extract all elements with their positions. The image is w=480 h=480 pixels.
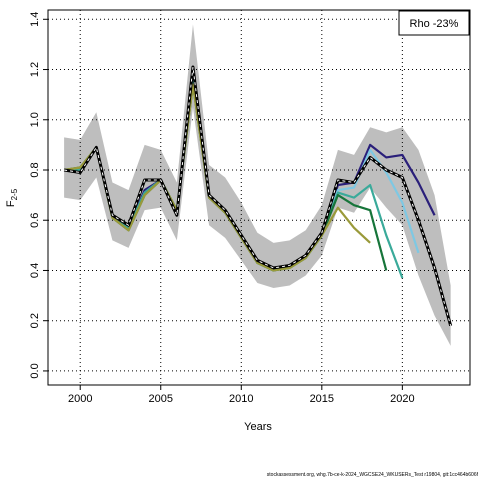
- y-tick-label: 0.4: [29, 263, 41, 278]
- annotation-box: [398, 10, 470, 36]
- y-tick-label: 0.2: [29, 313, 41, 328]
- y-axis-label: F2-5: [5, 188, 19, 207]
- x-tick-label: 2005: [149, 393, 173, 405]
- y-axis-label-main: F: [5, 200, 17, 207]
- x-tick-label: 2015: [310, 393, 334, 405]
- y-tick-label: 1.4: [29, 12, 41, 27]
- y-tick-label: 1.2: [29, 62, 41, 77]
- y-tick-label: 0.0: [29, 363, 41, 378]
- plot-frame: [47, 9, 471, 386]
- y-axis-label-sub: 2-5: [10, 188, 19, 200]
- x-tick-label: 2000: [68, 393, 92, 405]
- x-axis-label: Years: [244, 421, 272, 433]
- footer: stockassessment.org, whg.7b-ce-k-2024_WG…: [267, 472, 479, 478]
- y-tick-label: 1.0: [29, 112, 41, 127]
- y-tick-label: 0.8: [29, 162, 41, 177]
- annotation: Rho -23%: [410, 18, 459, 30]
- series-line-dash: [64, 66, 452, 326]
- x-tick-label: 2020: [390, 393, 414, 405]
- y-tick-label: 0.6: [29, 213, 41, 228]
- x-tick-label: 2010: [229, 393, 253, 405]
